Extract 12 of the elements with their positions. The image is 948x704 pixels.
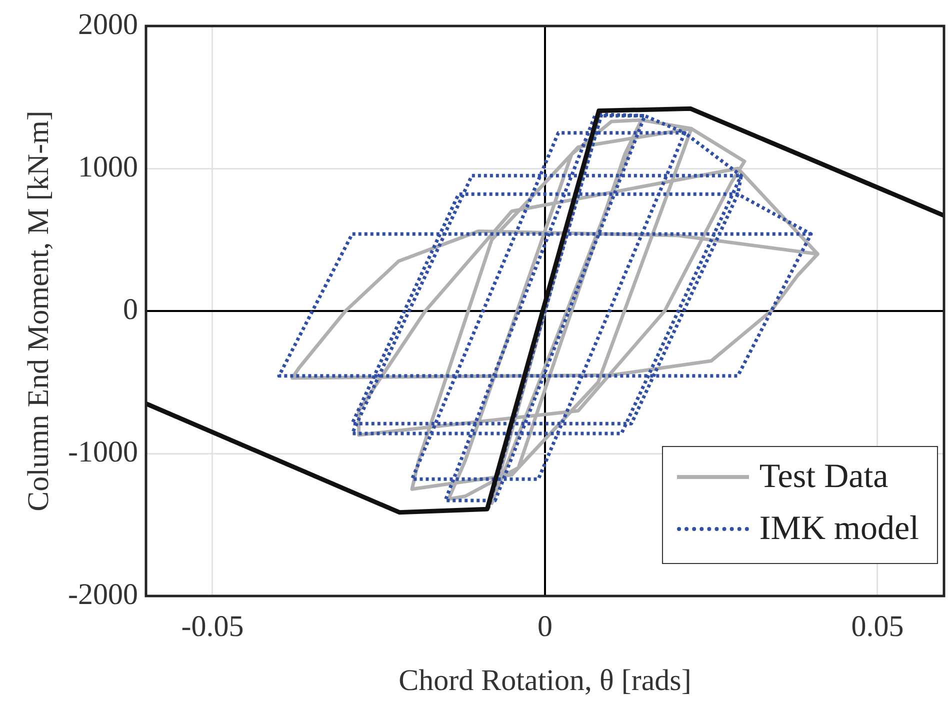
legend-label: Test Data <box>759 457 888 497</box>
y-axis-title: Column End Moment, M [kN-m] <box>22 110 55 512</box>
x-tick-label: 0.05 <box>851 610 904 643</box>
legend-label: IMK model <box>759 509 919 549</box>
y-tick-label: 2000 <box>78 8 138 41</box>
y-tick-label: -1000 <box>68 435 138 468</box>
y-tick-label: 1000 <box>78 150 138 184</box>
x-axis-title: Chord Rotation, θ [rads] <box>398 664 692 697</box>
x-tick-label: -0.05 <box>181 610 244 643</box>
y-tick-label: -2000 <box>68 578 138 611</box>
x-tick-label: 0 <box>537 610 552 643</box>
y-tick-label: 0 <box>122 292 138 326</box>
